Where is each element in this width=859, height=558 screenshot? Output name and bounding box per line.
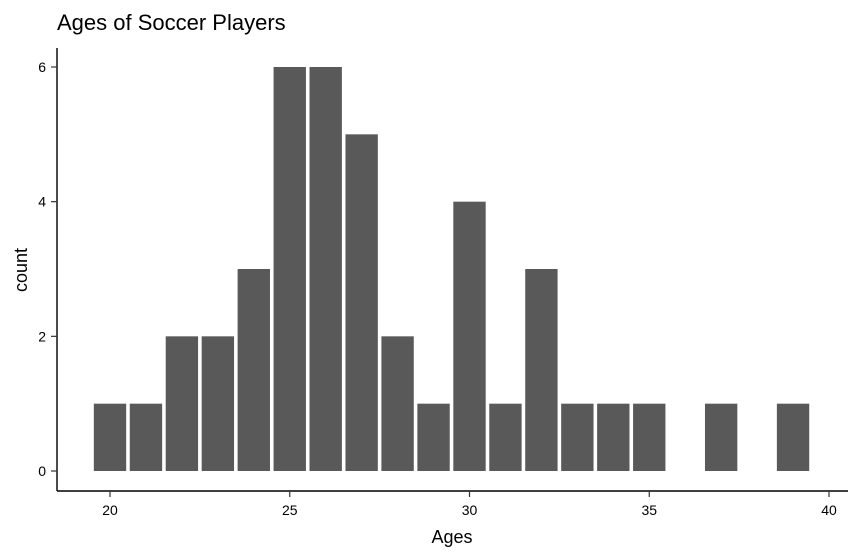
bar-age-20 [93, 403, 127, 471]
y-tick-label: 6 [38, 59, 46, 75]
bar-age-31 [489, 403, 522, 471]
bar-age-35 [633, 403, 666, 471]
x-tick-label: 25 [282, 502, 298, 518]
bar-age-39 [776, 403, 810, 471]
bar-age-26 [309, 67, 342, 471]
y-ticks-group: 0 2 4 6 [38, 59, 57, 479]
y-tick-label: 2 [38, 328, 46, 344]
bar-age-37 [704, 403, 738, 471]
bar-age-30 [453, 201, 486, 472]
bar-age-34 [597, 403, 630, 471]
bar-age-25 [273, 67, 306, 471]
x-tick-label: 40 [821, 502, 837, 518]
bar-age-23 [201, 336, 235, 471]
chart-title: Ages of Soccer Players [57, 10, 286, 35]
y-axis-label: count [11, 248, 31, 292]
bar-age-24 [237, 269, 270, 471]
x-tick-label: 35 [641, 502, 657, 518]
y-tick-label: 4 [38, 194, 46, 210]
x-ticks-group: 20 25 30 35 40 [102, 491, 837, 518]
bar-age-28 [381, 336, 414, 471]
x-axis-label: Ages [431, 527, 472, 547]
bar-age-32 [525, 269, 558, 471]
bars-group [93, 67, 810, 472]
bar-age-27 [345, 134, 378, 471]
bar-age-33 [561, 403, 594, 471]
bar-age-21 [129, 403, 163, 471]
x-tick-label: 20 [102, 502, 118, 518]
bar-age-22 [165, 336, 199, 471]
y-tick-label: 0 [38, 463, 46, 479]
bar-age-29 [417, 403, 450, 471]
x-tick-label: 30 [462, 502, 478, 518]
